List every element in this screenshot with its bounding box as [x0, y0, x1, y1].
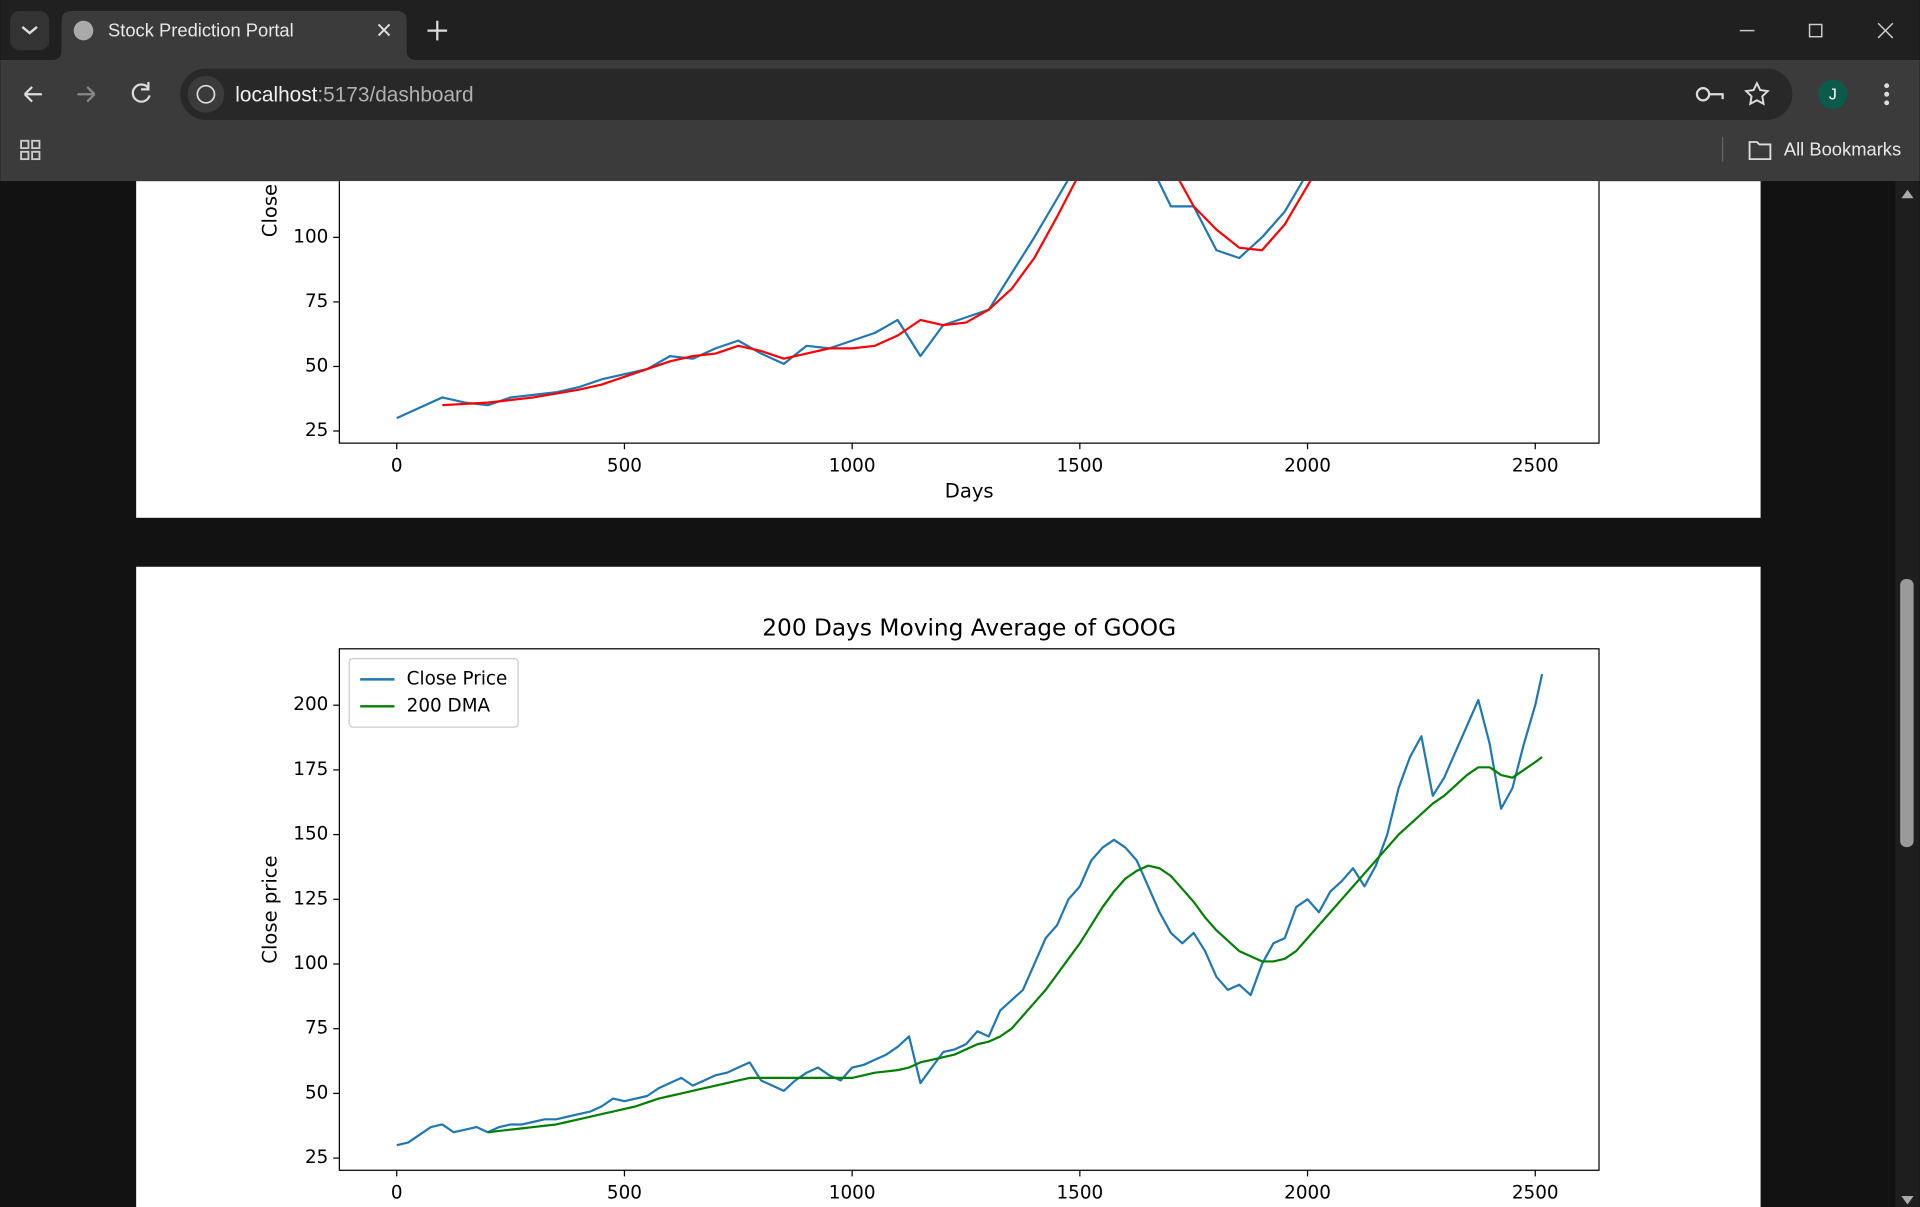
x-tick-label: 0 [391, 455, 403, 476]
menu-button[interactable] [1884, 83, 1890, 106]
x-tick-label: 2000 [1284, 455, 1331, 476]
x-tick-label: 2500 [1512, 1183, 1559, 1204]
x-tick-label: 1500 [1056, 455, 1103, 476]
y-axis-label: Close price [258, 855, 281, 963]
x-tick-label: 500 [607, 1183, 642, 1204]
bookmark-star-button[interactable] [1744, 80, 1770, 106]
series-line [487, 756, 1543, 1134]
all-bookmarks[interactable]: All Bookmarks [1784, 138, 1901, 159]
y-tick-label: 50 [305, 1082, 328, 1103]
active-tab[interactable] [51, 11, 417, 60]
avatar-letter: J [1829, 87, 1837, 104]
plot-area [338, 648, 1600, 1171]
reload-button[interactable] [131, 82, 151, 103]
tab-search-button[interactable] [10, 11, 50, 51]
close-window-button[interactable] [1877, 22, 1894, 39]
info-icon [196, 84, 216, 104]
omnibox[interactable] [180, 68, 1793, 120]
y-tick-label: 25 [305, 420, 328, 441]
x-tick-label: 2000 [1284, 1183, 1331, 1204]
new-tab-button[interactable] [427, 20, 448, 41]
series-line [396, 673, 1544, 1147]
y-tick-label: 50 [305, 355, 328, 376]
password-key-icon[interactable] [1695, 87, 1724, 102]
y-tick-label: 75 [305, 1018, 328, 1039]
y-tick-label: 150 [293, 824, 328, 845]
y-tick-label: 100 [293, 226, 328, 247]
apps-button[interactable] [20, 139, 41, 161]
y-tick-label: 75 [305, 291, 328, 312]
y-axis-label: Close [258, 184, 281, 237]
chart-title: 200 Days Moving Average of GOOG [762, 615, 1176, 642]
x-tick-label: 2500 [1512, 455, 1559, 476]
x-tick-label: 1000 [829, 1183, 876, 1204]
forward-button[interactable] [77, 86, 96, 103]
series-line [396, 181, 1304, 420]
tab-title: Stock Prediction Portal [108, 20, 294, 41]
folder-icon [1748, 141, 1772, 161]
x-axis-label: Days [945, 480, 994, 503]
legend-label: Close Price [407, 668, 508, 689]
url-host: localhost [235, 83, 317, 106]
x-tick-label: 500 [607, 455, 642, 476]
series-line [442, 181, 1312, 407]
tab-favicon [73, 20, 94, 41]
profile-avatar[interactable] [1818, 79, 1848, 109]
restore-button[interactable] [1808, 23, 1823, 38]
scrollbar-thumb[interactable] [1900, 579, 1914, 848]
y-tick-label: 100 [293, 953, 328, 974]
y-tick-label: 175 [293, 759, 328, 780]
tab-close-button[interactable] [377, 23, 391, 37]
x-tick-label: 0 [391, 1183, 403, 1204]
legend-box [348, 657, 519, 728]
url: localhost:5173/dashboard [235, 83, 473, 106]
x-tick-label: 1000 [829, 455, 876, 476]
y-tick-label: 125 [293, 888, 328, 909]
plot-area [338, 181, 1600, 444]
x-tick-label: 1500 [1056, 1183, 1103, 1204]
url-path: :5173/dashboard [317, 83, 473, 106]
y-tick-label: 25 [305, 1147, 328, 1168]
back-button[interactable] [23, 86, 42, 103]
chevron-icon [21, 25, 38, 35]
legend-label: 200 DMA [407, 695, 491, 716]
site-info-button[interactable] [187, 75, 225, 113]
y-tick-label: 200 [293, 694, 328, 715]
